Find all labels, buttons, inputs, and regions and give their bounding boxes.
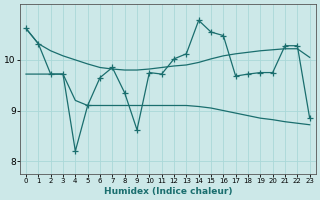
X-axis label: Humidex (Indice chaleur): Humidex (Indice chaleur): [104, 187, 232, 196]
